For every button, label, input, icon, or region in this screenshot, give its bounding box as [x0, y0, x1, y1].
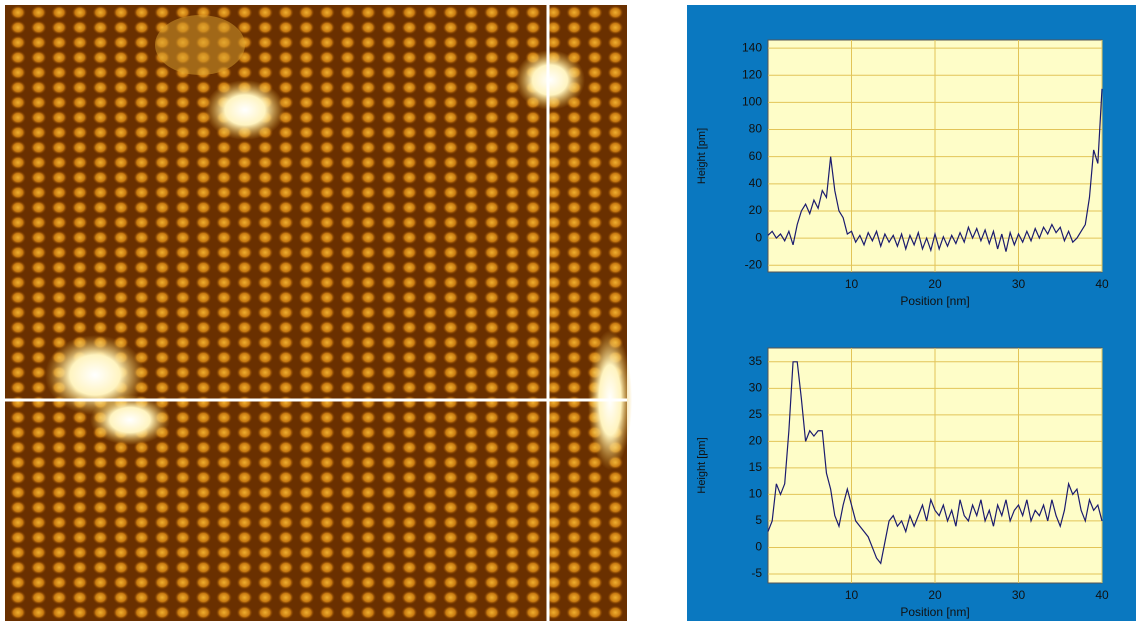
adsorbate	[155, 15, 245, 75]
y-tick-label: 20	[749, 434, 763, 448]
y-tick-label: 100	[742, 95, 762, 109]
profile-line	[767, 88, 1103, 253]
stm-lattice	[5, 5, 627, 621]
y-tick-label: -20	[745, 257, 763, 271]
y-tick-label: 25	[749, 407, 763, 421]
adsorbate	[205, 80, 285, 140]
x-tick-label: 40	[1095, 277, 1109, 291]
x-axis-label: Position [nm]	[900, 605, 969, 619]
y-tick-label: 20	[749, 203, 763, 217]
x-tick-label: 20	[928, 588, 942, 602]
y-tick-label: 30	[749, 380, 763, 394]
x-tick-label: 10	[845, 277, 859, 291]
y-tick-label: 15	[749, 460, 763, 474]
adsorbate	[90, 395, 170, 445]
y-tick-label: 5	[755, 513, 762, 527]
y-tick-label: 60	[749, 149, 763, 163]
x-tick-label: 20	[928, 277, 942, 291]
y-axis-label: Height [pm]	[696, 437, 708, 493]
y-tick-label: 10	[749, 487, 763, 501]
x-tick-label: 40	[1095, 588, 1109, 602]
y-tick-label: 0	[755, 230, 762, 244]
y-tick-label: 0	[755, 540, 762, 554]
profile-line	[767, 361, 1103, 565]
adsorbate	[515, 50, 585, 110]
adsorbate	[45, 335, 145, 415]
x-axis-label: Position [nm]	[900, 294, 969, 308]
y-tick-label: -5	[751, 566, 762, 580]
y-tick-label: 80	[749, 122, 763, 136]
y-tick-label: 120	[742, 67, 762, 81]
stm-image	[5, 5, 632, 621]
x-tick-label: 30	[1012, 588, 1026, 602]
x-tick-label: 30	[1012, 277, 1026, 291]
x-tick-label: 10	[845, 588, 859, 602]
y-axis-label: Height [pm]	[696, 128, 708, 184]
y-tick-label: 140	[742, 40, 762, 54]
y-tick-label: 40	[749, 176, 763, 190]
y-tick-label: 35	[749, 354, 763, 368]
